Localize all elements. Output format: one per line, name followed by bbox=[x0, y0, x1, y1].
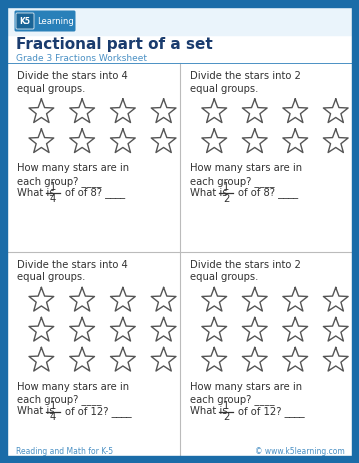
Bar bbox=[0, 456, 359, 463]
Bar bbox=[0, 0, 7, 463]
Text: equal groups.: equal groups. bbox=[190, 273, 258, 282]
Text: each group? ____: each group? ____ bbox=[17, 394, 102, 406]
FancyBboxPatch shape bbox=[14, 11, 75, 31]
Text: of of 12? ____: of of 12? ____ bbox=[238, 406, 305, 417]
Text: Fractional part of a set: Fractional part of a set bbox=[16, 37, 213, 52]
Text: 2: 2 bbox=[223, 412, 229, 422]
Text: Reading and Math for K-5: Reading and Math for K-5 bbox=[16, 446, 113, 456]
Text: What is: What is bbox=[190, 188, 228, 198]
Text: How many stars are in: How many stars are in bbox=[17, 382, 129, 392]
Text: of of 12? ____: of of 12? ____ bbox=[65, 406, 132, 417]
Text: 1: 1 bbox=[223, 182, 229, 193]
Bar bbox=[7, 7, 352, 35]
Text: Divide the stars into 4: Divide the stars into 4 bbox=[17, 71, 128, 81]
Text: 1: 1 bbox=[223, 401, 229, 411]
Text: equal groups.: equal groups. bbox=[17, 273, 85, 282]
Text: of of 8? ____: of of 8? ____ bbox=[65, 188, 125, 199]
Text: 1: 1 bbox=[50, 401, 56, 411]
Text: © www.k5learning.com: © www.k5learning.com bbox=[255, 446, 345, 456]
Text: each group? ____: each group? ____ bbox=[190, 176, 275, 187]
Text: What is: What is bbox=[17, 188, 55, 198]
Text: How many stars are in: How many stars are in bbox=[190, 163, 302, 173]
Text: 4: 4 bbox=[50, 412, 56, 422]
Text: equal groups.: equal groups. bbox=[17, 84, 85, 94]
Text: How many stars are in: How many stars are in bbox=[190, 382, 302, 392]
Text: 2: 2 bbox=[223, 194, 229, 204]
Text: Learning: Learning bbox=[37, 17, 73, 25]
Text: What is: What is bbox=[17, 407, 55, 417]
Text: each group? ____: each group? ____ bbox=[190, 394, 275, 406]
Text: 1: 1 bbox=[50, 182, 56, 193]
Text: Divide the stars into 2: Divide the stars into 2 bbox=[190, 259, 301, 269]
Text: Divide the stars into 4: Divide the stars into 4 bbox=[17, 259, 128, 269]
Text: Grade 3 Fractions Worksheet: Grade 3 Fractions Worksheet bbox=[16, 54, 147, 63]
Text: K5: K5 bbox=[19, 17, 31, 25]
Text: Divide the stars into 2: Divide the stars into 2 bbox=[190, 71, 301, 81]
Text: each group? ____: each group? ____ bbox=[17, 176, 102, 187]
Text: equal groups.: equal groups. bbox=[190, 84, 258, 94]
Bar bbox=[352, 0, 359, 463]
Text: How many stars are in: How many stars are in bbox=[17, 163, 129, 173]
FancyBboxPatch shape bbox=[16, 13, 34, 29]
Bar bbox=[0, 0, 359, 7]
Text: What is: What is bbox=[190, 407, 228, 417]
Text: 4: 4 bbox=[50, 194, 56, 204]
Text: of of 8? ____: of of 8? ____ bbox=[238, 188, 298, 199]
